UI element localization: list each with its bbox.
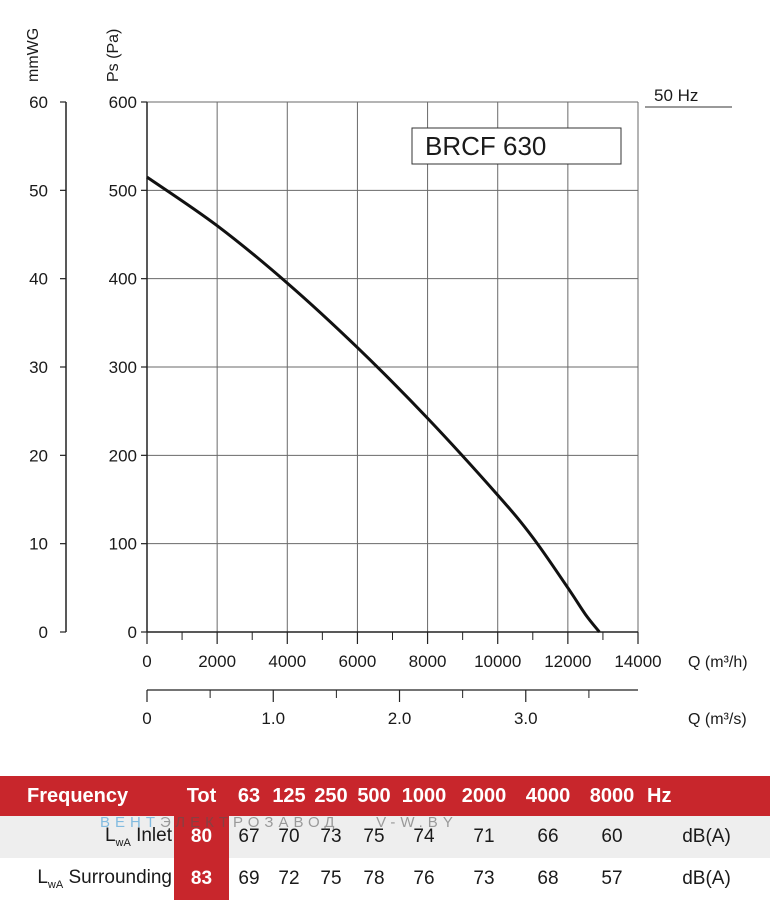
table-unit: dB(A) bbox=[643, 816, 770, 858]
frequency-header: Frequency bbox=[0, 776, 174, 816]
x2-tick-label: 0 bbox=[142, 709, 151, 728]
table-cell: 73 bbox=[453, 858, 515, 900]
x2-tick-label: 1.0 bbox=[261, 709, 285, 728]
band-header: 1000 bbox=[395, 776, 453, 816]
table-cell: 71 bbox=[453, 816, 515, 858]
y-tick-label-mmwg: 10 bbox=[29, 535, 48, 554]
table-cell: 75 bbox=[309, 858, 353, 900]
table-cell: 68 bbox=[515, 858, 581, 900]
y-tick-label-pa: 300 bbox=[109, 358, 137, 377]
x-tick-label: 8000 bbox=[409, 652, 447, 671]
x-tick-label: 14000 bbox=[614, 652, 661, 671]
table-cell: 75 bbox=[353, 816, 395, 858]
table-cell: 69 bbox=[229, 858, 269, 900]
y-tick-label-pa: 200 bbox=[109, 446, 137, 465]
table-cell: 72 bbox=[269, 858, 309, 900]
y-tick-label-mmwg: 40 bbox=[29, 270, 48, 289]
table-cell: 67 bbox=[229, 816, 269, 858]
tot-value: 83 bbox=[174, 858, 229, 900]
chart-grid bbox=[146, 101, 639, 633]
table-cell: 78 bbox=[353, 858, 395, 900]
x-tick-label: 6000 bbox=[339, 652, 377, 671]
model-title-box bbox=[411, 127, 622, 165]
table-cell: 76 bbox=[395, 858, 453, 900]
x-tick-label: 10000 bbox=[474, 652, 521, 671]
y-axis-left-title: mmWG bbox=[25, 28, 42, 82]
x-tick-label: 2000 bbox=[198, 652, 236, 671]
table-cell: 70 bbox=[269, 816, 309, 858]
y-tick-label-pa: 500 bbox=[109, 181, 137, 200]
y-tick-label-mmwg: 20 bbox=[29, 446, 48, 465]
band-header: 63 bbox=[229, 776, 269, 816]
band-header: 250 bbox=[309, 776, 353, 816]
unit-header: Hz bbox=[643, 776, 770, 816]
y-tick-label-mmwg: 60 bbox=[29, 93, 48, 112]
table-cell: 57 bbox=[581, 858, 643, 900]
y-tick-label-pa: 100 bbox=[109, 535, 137, 554]
table-cell: 66 bbox=[515, 816, 581, 858]
table-cell: 73 bbox=[309, 816, 353, 858]
table-row-surrounding: LwA Surrounding 83 69 72 75 78 76 73 68 … bbox=[0, 858, 770, 900]
row-label-surrounding: LwA Surrounding bbox=[0, 858, 174, 900]
frequency-label: 50 Hz bbox=[654, 86, 698, 105]
y-tick-label-pa: 400 bbox=[109, 270, 137, 289]
table-cell: 60 bbox=[581, 816, 643, 858]
y-tick-label-mmwg: 30 bbox=[29, 358, 48, 377]
y-tick-label-mmwg: 0 bbox=[39, 623, 48, 642]
y-axis-right-title: Ps (Pa) bbox=[105, 29, 122, 82]
table-unit: dB(A) bbox=[643, 858, 770, 900]
y-tick-label-pa: 600 bbox=[109, 93, 137, 112]
table-cell: 74 bbox=[395, 816, 453, 858]
band-header: 500 bbox=[353, 776, 395, 816]
model-title: BRCF 630 bbox=[425, 131, 546, 161]
table-header-row: Frequency Tot 63 125 250 500 1000 2000 4… bbox=[0, 776, 770, 816]
x-tick-label: 0 bbox=[142, 652, 151, 671]
table-row-inlet: LwA Inlet 80 67 70 73 75 74 71 66 60 dB(… bbox=[0, 816, 770, 858]
x2-tick-label: 3.0 bbox=[514, 709, 538, 728]
fan-curve-line bbox=[146, 175, 601, 633]
x-axis-primary-title: Q (m³/h) bbox=[688, 654, 748, 671]
tot-header: Tot bbox=[174, 776, 229, 816]
y-tick-label-pa: 0 bbox=[128, 623, 137, 642]
band-header: 4000 bbox=[515, 776, 581, 816]
y-tick-label-mmwg: 50 bbox=[29, 181, 48, 200]
x-tick-label: 12000 bbox=[544, 652, 591, 671]
x-tick-label: 4000 bbox=[268, 652, 306, 671]
x-axis-secondary-title: Q (m³/s) bbox=[688, 711, 747, 728]
row-label-inlet: LwA Inlet bbox=[0, 816, 174, 858]
band-header: 8000 bbox=[581, 776, 643, 816]
band-header: 125 bbox=[269, 776, 309, 816]
chart-ticks bbox=[60, 101, 639, 702]
tot-value: 80 bbox=[174, 816, 229, 858]
band-header: 2000 bbox=[453, 776, 515, 816]
sound-power-table: Frequency Tot 63 125 250 500 1000 2000 4… bbox=[0, 776, 770, 900]
x2-tick-label: 2.0 bbox=[388, 709, 412, 728]
